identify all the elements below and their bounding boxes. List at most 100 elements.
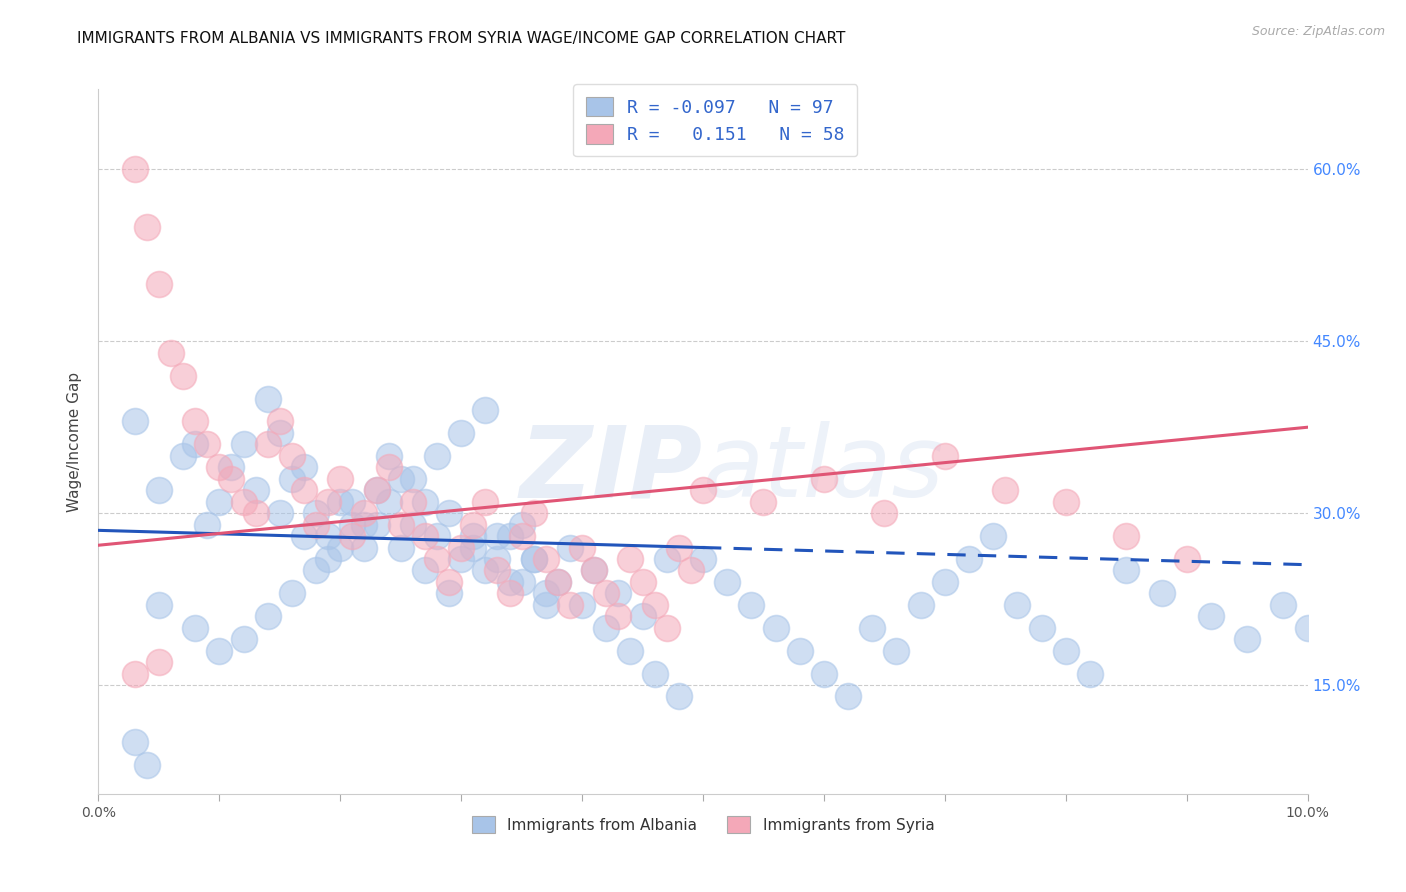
Point [910,598,932,612]
Point [292,529,315,543]
Point [789,643,811,657]
Point [619,643,641,657]
Point [402,517,425,532]
Point [292,483,315,498]
Point [195,517,218,532]
Point [450,541,472,555]
Point [305,506,328,520]
Point [583,564,606,578]
Point [377,494,399,508]
Point [305,564,328,578]
Point [1199,609,1222,624]
Point [413,494,436,508]
Point [934,449,956,463]
Y-axis label: Wage/Income Gap: Wage/Income Gap [66,371,82,512]
Point [148,655,170,669]
Point [463,541,485,555]
Point [510,574,533,589]
Point [124,735,146,749]
Point [957,552,980,566]
Point [534,552,557,566]
Text: IMMIGRANTS FROM ALBANIA VS IMMIGRANTS FROM SYRIA WAGE/INCOME GAP CORRELATION CHA: IMMIGRANTS FROM ALBANIA VS IMMIGRANTS FR… [77,31,845,46]
Point [402,494,425,508]
Point [426,449,449,463]
Point [679,564,702,578]
Point [981,529,1004,543]
Point [437,574,460,589]
Point [1054,494,1077,508]
Point [668,690,690,704]
Point [148,277,170,291]
Point [1152,586,1174,600]
Point [692,552,714,566]
Point [752,494,775,508]
Point [148,598,170,612]
Point [366,483,388,498]
Point [232,494,254,508]
Point [184,437,207,451]
Point [558,598,581,612]
Point [329,541,352,555]
Point [1115,564,1137,578]
Point [631,574,654,589]
Point [256,392,278,406]
Point [655,621,678,635]
Point [316,529,339,543]
Point [619,552,641,566]
Point [1078,666,1101,681]
Point [353,541,375,555]
Point [281,449,304,463]
Point [269,506,291,520]
Point [740,598,762,612]
Point [547,574,569,589]
Point [437,506,460,520]
Point [366,517,388,532]
Point [813,666,835,681]
Point [1054,643,1077,657]
Point [245,506,267,520]
Point [124,415,146,429]
Point [450,552,472,566]
Point [1007,598,1029,612]
Point [329,494,352,508]
Point [547,574,569,589]
Point [498,586,520,600]
Point [232,437,254,451]
Point [716,574,738,589]
Point [232,632,254,647]
Point [184,415,207,429]
Point [124,162,146,177]
Legend: Immigrants from Albania, Immigrants from Syria: Immigrants from Albania, Immigrants from… [465,810,941,839]
Point [208,643,231,657]
Point [595,621,617,635]
Point [813,472,835,486]
Point [644,666,666,681]
Point [172,449,194,463]
Point [256,437,278,451]
Point [342,529,364,543]
Point [837,690,859,704]
Point [860,621,883,635]
Point [1236,632,1258,647]
Point [510,529,533,543]
Point [281,586,304,600]
Point [256,609,278,624]
Point [607,586,630,600]
Point [595,586,617,600]
Point [523,552,546,566]
Point [692,483,714,498]
Point [1175,552,1198,566]
Point [316,494,339,508]
Point [135,219,157,234]
Point [342,517,364,532]
Point [571,541,593,555]
Point [377,460,399,475]
Point [208,460,231,475]
Point [221,460,243,475]
Point [934,574,956,589]
Point [195,437,218,451]
Text: Source: ZipAtlas.com: Source: ZipAtlas.com [1251,25,1385,38]
Point [389,517,412,532]
Point [402,472,425,486]
Point [329,472,352,486]
